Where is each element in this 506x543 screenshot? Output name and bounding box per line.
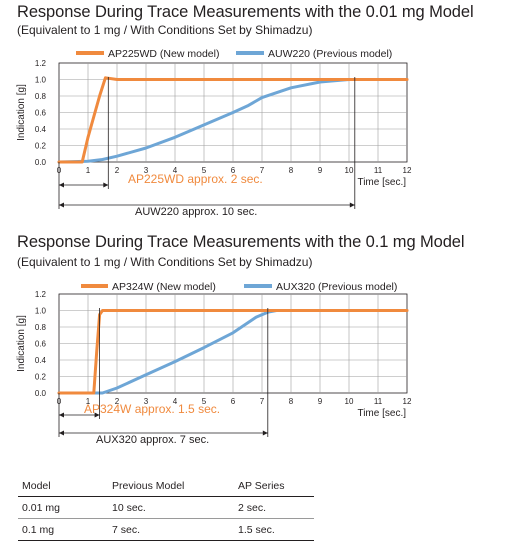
arrowhead-right bbox=[262, 430, 268, 436]
y-tick-label: 1.0 bbox=[35, 76, 47, 85]
legend-label: AP324W (New model) bbox=[112, 281, 216, 293]
x-tick-label: 4 bbox=[173, 397, 178, 406]
chart-1-subtitle: (Equivalent to 1 mg / With Conditions Se… bbox=[17, 23, 313, 37]
y-tick-label: 0.2 bbox=[35, 373, 47, 382]
x-tick-label: 9 bbox=[318, 397, 323, 406]
x-tick-label: 5 bbox=[202, 166, 207, 175]
legend-label: AUW220 (Previous model) bbox=[268, 48, 392, 60]
x-tick-label: 8 bbox=[289, 166, 294, 175]
x-tick-label: 1 bbox=[86, 397, 91, 406]
x-tick-label: 8 bbox=[289, 397, 294, 406]
arrowhead-right bbox=[103, 182, 109, 188]
arrowhead-left bbox=[59, 182, 64, 188]
x-tick-label: 5 bbox=[202, 397, 207, 406]
chart-1: 01234567891011120.00.20.40.60.81.01.2Ind… bbox=[16, 48, 412, 218]
y-tick-label: 0.4 bbox=[35, 125, 47, 134]
arrowhead-right bbox=[94, 412, 100, 418]
series-line-new-model bbox=[57, 76, 409, 164]
x-tick-label: 12 bbox=[403, 397, 412, 406]
comparison-table: Model Previous Model AP Series 0.01 mg 1… bbox=[18, 475, 314, 541]
series-line-new-model bbox=[57, 309, 409, 395]
x-axis-title: Time [sec.] bbox=[357, 408, 406, 419]
y-axis-title: Indication [g] bbox=[16, 84, 27, 141]
x-tick-label: 2 bbox=[115, 166, 120, 175]
x-tick-label: 3 bbox=[144, 397, 149, 406]
annotation-previous-model: AUX320 approx. 7 sec. bbox=[96, 434, 209, 446]
arrowhead-right bbox=[349, 202, 355, 208]
x-tick-label: 10 bbox=[345, 166, 354, 175]
table-header-row: Model Previous Model AP Series bbox=[18, 475, 314, 497]
cell-previous-model: 7 sec. bbox=[112, 518, 238, 541]
x-tick-label: 11 bbox=[374, 166, 383, 175]
y-tick-label: 1.2 bbox=[35, 290, 47, 299]
y-tick-label: 0.4 bbox=[35, 356, 47, 365]
table-row: 0.1 mg 7 sec. 1.5 sec. bbox=[18, 518, 314, 541]
annotation-new-model: AP324W approx. 1.5 sec. bbox=[84, 402, 220, 416]
header-previous-model: Previous Model bbox=[112, 475, 238, 497]
header-ap-series: AP Series bbox=[238, 475, 314, 497]
arrowhead-left bbox=[59, 412, 64, 418]
y-tick-label: 0.0 bbox=[35, 389, 47, 398]
cell-model: 0.1 mg bbox=[18, 518, 112, 541]
annotation-new-model: AP225WD approx. 2 sec. bbox=[128, 172, 263, 186]
cell-previous-model: 10 sec. bbox=[112, 496, 238, 519]
y-tick-label: 0.6 bbox=[35, 109, 47, 118]
series-line-previous-model bbox=[57, 78, 409, 164]
chart-2-title: Response During Trace Measurements with … bbox=[17, 233, 465, 251]
x-tick-label: 3 bbox=[144, 166, 149, 175]
x-tick-label: 9 bbox=[318, 166, 323, 175]
x-tick-label: 1 bbox=[86, 166, 91, 175]
legend-label: AP225WD (New model) bbox=[108, 48, 219, 60]
chart-1-title: Response During Trace Measurements with … bbox=[17, 3, 474, 21]
chart-2: 01234567891011120.00.20.40.60.81.01.2Ind… bbox=[16, 281, 412, 446]
annotation-previous-model: AUW220 approx. 10 sec. bbox=[135, 206, 257, 218]
table-row: 0.01 mg 10 sec. 2 sec. bbox=[18, 496, 314, 519]
x-tick-label: 7 bbox=[260, 166, 265, 175]
x-tick-label: 7 bbox=[260, 397, 265, 406]
cell-ap-series: 1.5 sec. bbox=[238, 518, 314, 541]
cell-ap-series: 2 sec. bbox=[238, 496, 314, 519]
x-tick-label: 10 bbox=[345, 397, 354, 406]
y-tick-label: 0.2 bbox=[35, 142, 47, 151]
x-tick-label: 2 bbox=[115, 397, 120, 406]
y-tick-label: 0.0 bbox=[35, 158, 47, 167]
y-tick-label: 1.0 bbox=[35, 307, 47, 316]
y-tick-label: 1.2 bbox=[35, 59, 47, 68]
x-tick-label: 6 bbox=[231, 397, 236, 406]
y-tick-label: 0.6 bbox=[35, 340, 47, 349]
arrowhead-left bbox=[59, 202, 64, 208]
arrowhead-left bbox=[59, 430, 64, 436]
chart-2-subtitle: (Equivalent to 1 mg / With Conditions Se… bbox=[17, 255, 313, 269]
cell-model: 0.01 mg bbox=[18, 496, 112, 519]
y-tick-label: 0.8 bbox=[35, 92, 47, 101]
x-tick-label: 11 bbox=[374, 397, 383, 406]
x-tick-label: 12 bbox=[403, 166, 412, 175]
x-tick-label: 6 bbox=[231, 166, 236, 175]
header-model: Model bbox=[18, 475, 112, 497]
y-axis-title: Indication [g] bbox=[16, 315, 27, 372]
y-tick-label: 0.8 bbox=[35, 323, 47, 332]
legend-label: AUX320 (Previous model) bbox=[276, 281, 397, 293]
x-axis-title: Time [sec.] bbox=[357, 177, 406, 188]
x-tick-label: 4 bbox=[173, 166, 178, 175]
